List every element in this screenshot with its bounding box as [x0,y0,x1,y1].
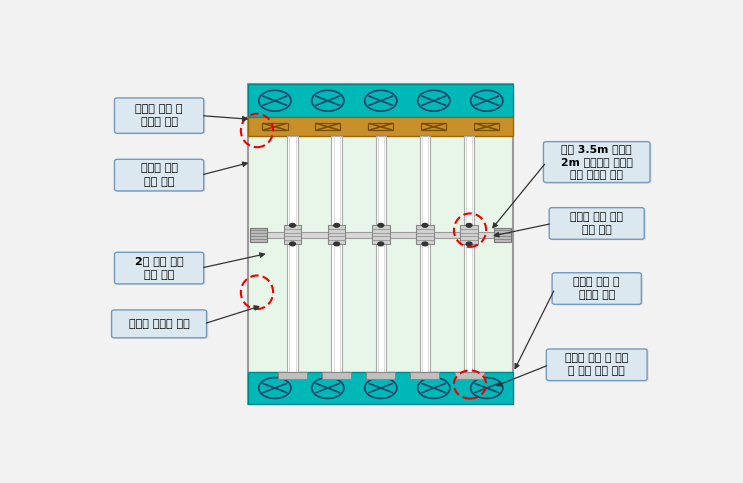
Text: 지지부 침하 및 바닥
판 이탈 여부 관리: 지지부 침하 및 바닥 판 이탈 여부 관리 [565,353,629,376]
Bar [368,123,394,130]
FancyBboxPatch shape [114,159,204,191]
FancyBboxPatch shape [548,350,649,382]
FancyBboxPatch shape [116,160,206,192]
FancyBboxPatch shape [546,349,647,381]
Bar [248,84,513,117]
Bar [315,123,340,130]
Bar [460,225,478,244]
Bar [455,372,484,379]
Bar [278,372,307,379]
Bar [331,136,342,372]
FancyBboxPatch shape [543,142,650,183]
Bar [376,136,386,372]
FancyBboxPatch shape [551,209,646,241]
Text: 받이판 이탈
여부 관리: 받이판 이탈 여부 관리 [140,164,178,187]
Bar [421,123,447,130]
FancyBboxPatch shape [554,274,643,305]
Circle shape [466,224,472,227]
FancyBboxPatch shape [114,252,204,284]
FancyBboxPatch shape [116,254,206,285]
Bar [366,372,395,379]
Bar [248,372,513,404]
FancyBboxPatch shape [114,311,208,339]
Circle shape [422,242,428,246]
Bar [284,225,302,244]
Bar [372,225,389,244]
Circle shape [378,224,383,227]
Circle shape [334,224,340,227]
Bar [420,136,430,372]
FancyBboxPatch shape [549,208,644,239]
FancyBboxPatch shape [111,310,207,338]
FancyBboxPatch shape [114,98,204,133]
Circle shape [334,242,340,246]
Text: 연결부 전용 연결
철물 사용: 연결부 전용 연결 철물 사용 [570,212,623,235]
FancyBboxPatch shape [545,143,652,184]
Bar [288,136,298,372]
Circle shape [290,224,296,227]
Bar [251,232,510,238]
Text: 경사면 쐐기 및
고임재 설치: 경사면 쐐기 및 고임재 설치 [574,277,620,300]
FancyBboxPatch shape [116,99,206,134]
Circle shape [290,242,296,246]
Bar [322,372,351,379]
Bar [328,225,345,244]
Circle shape [466,242,472,246]
Text: 높이 3.5m 초과시
2m 이내마다 양방향
수평 연결재 설치: 높이 3.5m 초과시 2m 이내마다 양방향 수평 연결재 설치 [561,144,632,180]
Circle shape [422,224,428,227]
Bar [410,372,439,379]
Bar [250,227,267,242]
Bar [464,136,474,372]
Bar [494,227,511,242]
FancyBboxPatch shape [552,273,641,304]
Text: 경사면 쐐기 및
고임재 설치: 경사면 쐐기 및 고임재 설치 [135,104,183,127]
Bar [248,84,513,404]
Bar [416,225,434,244]
Bar [262,123,288,130]
Circle shape [378,242,383,246]
Text: 2본 이상 연결
사용 금지: 2본 이상 연결 사용 금지 [134,256,184,280]
Text: 설치시 연직도 유지: 설치시 연직도 유지 [129,319,189,329]
Bar [474,123,499,130]
Bar [248,117,513,136]
